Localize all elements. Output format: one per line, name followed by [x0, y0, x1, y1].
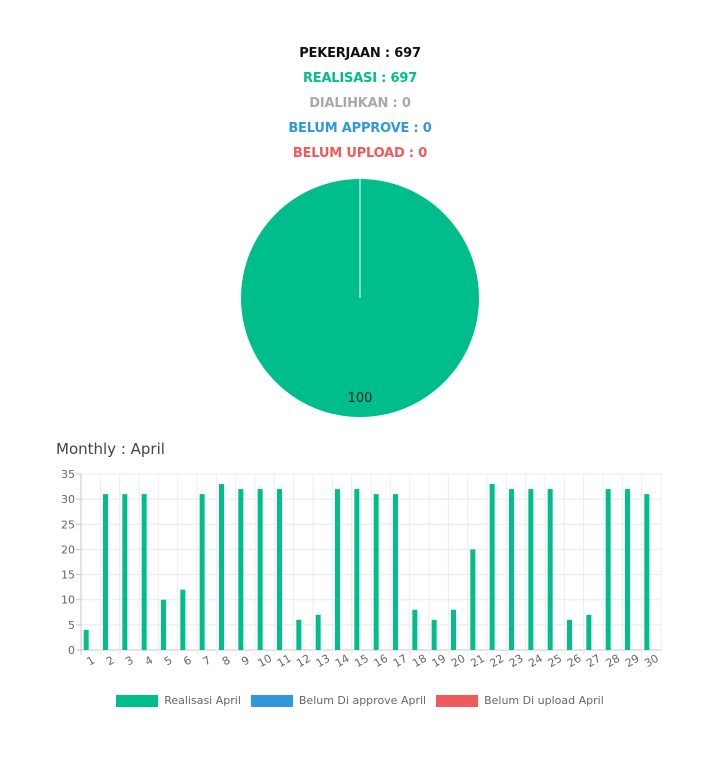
legend-item[interactable]: Belum Di approve April	[250, 694, 427, 707]
x-tick-label: 15	[352, 652, 371, 670]
x-tick-label: 22	[488, 652, 507, 670]
legend-label: Belum Di upload April	[484, 694, 604, 707]
dialihkan-count: DIALIHKAN : 0	[309, 96, 411, 111]
x-tick-label: 25	[546, 652, 565, 670]
x-tick-label: 24	[526, 652, 545, 670]
x-tick-label: 29	[623, 652, 642, 670]
bar-realisasi-april-22[interactable]	[489, 484, 495, 650]
y-tick-label: 25	[61, 518, 75, 531]
x-tick-label: 2	[104, 654, 117, 669]
y-tick-label: 0	[68, 644, 75, 657]
legend-item[interactable]: Realisasi April	[116, 694, 241, 707]
x-tick-label: 28	[604, 652, 623, 670]
x-tick-label: 6	[181, 654, 194, 669]
bar-realisasi-april-5[interactable]	[161, 599, 166, 650]
bar-realisasi-april-17[interactable]	[393, 494, 398, 650]
x-tick-label: 18	[410, 652, 429, 670]
legend-swatch	[250, 694, 293, 707]
x-tick-label: 11	[275, 652, 294, 670]
x-tick-label: 19	[430, 652, 449, 670]
bar-realisasi-april-6[interactable]	[180, 589, 186, 650]
x-tick-label: 30	[642, 652, 661, 670]
bar-realisasi-april-1[interactable]	[83, 629, 89, 650]
bar-realisasi-april-28[interactable]	[605, 489, 611, 650]
bar-realisasi-april-7[interactable]	[199, 494, 205, 650]
bar-realisasi-april-24[interactable]	[528, 489, 534, 650]
x-tick-label: 14	[333, 652, 352, 670]
bar-realisasi-april-21[interactable]	[470, 549, 476, 650]
legend-label: Belum Di approve April	[298, 694, 427, 707]
bar-realisasi-april-20[interactable]	[451, 609, 456, 650]
x-tick-label: 3	[123, 654, 136, 669]
pie-data-label: 100	[348, 391, 373, 406]
bar-realisasi-april-27[interactable]	[586, 614, 592, 650]
pie-chart: 100	[241, 179, 479, 417]
bar-realisasi-april-23[interactable]	[509, 489, 514, 650]
realisasi-count: REALISASI : 697	[302, 71, 418, 86]
belum-upload-count: BELUM UPLOAD : 0	[292, 146, 428, 161]
legend-item[interactable]: Belum Di upload April	[436, 694, 604, 707]
legend-label: Realisasi April	[164, 694, 241, 707]
summary-panel: PEKERJAAN : 697 REALISASI : 697 DIALIHKA…	[0, 41, 720, 166]
y-tick-label: 20	[61, 543, 75, 556]
bar-realisasi-april-2[interactable]	[103, 494, 108, 650]
x-tick-label: 7	[201, 654, 214, 669]
y-tick-label: 15	[61, 569, 75, 582]
monthly-title: Monthly : April	[56, 440, 165, 458]
belum-approve-count: BELUM APPROVE : 0	[288, 121, 432, 136]
bar-realisasi-april-10[interactable]	[257, 489, 263, 650]
x-tick-label: 21	[468, 652, 487, 670]
bar-realisasi-april-4[interactable]	[141, 494, 147, 650]
bar-realisasi-april-16[interactable]	[373, 494, 379, 650]
x-tick-label: 5	[162, 654, 175, 669]
bar-realisasi-april-9[interactable]	[238, 489, 244, 650]
x-tick-label: 20	[449, 652, 468, 670]
y-tick-label: 10	[61, 594, 75, 607]
x-tick-label: 13	[314, 652, 333, 670]
x-tick-label: 16	[372, 652, 391, 670]
legend-swatch	[116, 694, 159, 707]
chart-legend: Realisasi April Belum Di approve April Bel…	[0, 694, 720, 707]
x-tick-label: 27	[584, 652, 603, 670]
y-tick-label: 35	[61, 468, 75, 481]
bar-realisasi-april-18[interactable]	[412, 609, 418, 650]
y-tick-label: 5	[68, 619, 75, 632]
y-tick-label: 30	[61, 493, 75, 506]
bar-realisasi-april-19[interactable]	[431, 619, 437, 650]
bar-realisasi-april-3[interactable]	[122, 494, 128, 650]
bar-realisasi-april-29[interactable]	[625, 489, 630, 650]
bar-realisasi-april-13[interactable]	[315, 614, 321, 650]
x-tick-label: 12	[294, 652, 313, 670]
x-tick-label: 9	[239, 654, 252, 669]
x-tick-label: 23	[507, 652, 526, 670]
x-tick-label: 17	[391, 652, 410, 670]
bar-realisasi-april-11[interactable]	[277, 489, 282, 650]
legend-swatch	[436, 694, 479, 707]
bar-realisasi-april-25[interactable]	[547, 489, 553, 650]
bar-realisasi-april-15[interactable]	[354, 489, 360, 650]
x-tick-label: 1	[85, 654, 98, 669]
bar-realisasi-april-8[interactable]	[219, 484, 224, 650]
pekerjaan-count: PEKERJAAN : 697	[299, 46, 421, 61]
bar-realisasi-april-12[interactable]	[296, 619, 302, 650]
bar-realisasi-april-26[interactable]	[567, 619, 572, 650]
x-tick-label: 4	[143, 654, 156, 669]
x-tick-label: 10	[256, 652, 275, 670]
x-tick-label: 8	[220, 654, 233, 669]
x-tick-label: 26	[565, 652, 584, 670]
bar-realisasi-april-30[interactable]	[644, 494, 650, 650]
bar-realisasi-april-14[interactable]	[335, 489, 340, 650]
